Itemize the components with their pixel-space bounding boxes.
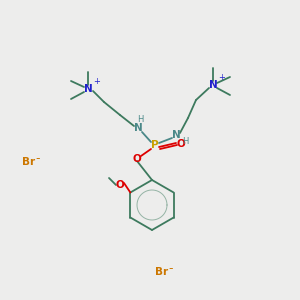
Text: -: - <box>36 152 40 166</box>
Text: Br: Br <box>155 267 168 277</box>
Text: N: N <box>172 130 180 140</box>
Text: P: P <box>151 140 159 150</box>
Text: O: O <box>116 180 124 190</box>
Text: H: H <box>182 137 188 146</box>
Text: H: H <box>137 116 143 124</box>
Text: N: N <box>134 123 142 133</box>
Text: N: N <box>84 84 92 94</box>
Text: +: + <box>94 76 100 85</box>
Text: N: N <box>208 80 217 90</box>
Text: +: + <box>219 73 225 82</box>
Text: O: O <box>133 154 141 164</box>
Text: -: - <box>169 262 173 275</box>
Text: O: O <box>177 139 185 149</box>
Text: Br: Br <box>22 157 35 167</box>
